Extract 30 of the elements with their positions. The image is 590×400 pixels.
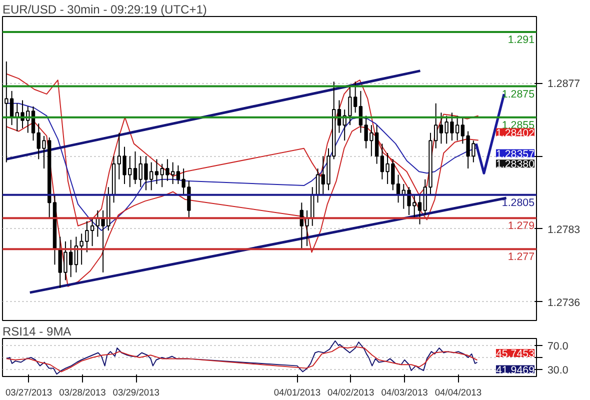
ref-line-label: 1.2875: [502, 88, 535, 100]
x-tick-label: 04/01/2013: [274, 388, 321, 398]
line-series: [6, 346, 478, 372]
candlestick: [133, 150, 138, 185]
annotation: 1.28357: [496, 148, 535, 160]
y-tick-label: 70.0: [548, 340, 568, 353]
y-tick-label: 1.2736: [548, 296, 580, 309]
candlestick: [176, 164, 180, 185]
x-tick-label: 04/03/2013: [381, 388, 428, 398]
ref-line-label: 1.277: [508, 251, 535, 264]
candlestick: [418, 194, 422, 225]
chart-title: RSI14 - 9MA: [2, 324, 72, 338]
y-tick-label: 1.2877: [548, 78, 580, 90]
x-tick-label: 04/02/2013: [328, 388, 374, 398]
y-tick-label: 30.0: [548, 364, 568, 376]
ref-line-label: 1.279: [508, 220, 535, 232]
line-series: [6, 340, 478, 375]
x-tick-label: 04/04/2013: [434, 388, 482, 398]
x-tick-label: 03/27/2013: [5, 388, 52, 398]
annotation: 41.9469: [496, 364, 535, 376]
candlestick: [460, 116, 465, 144]
ref-line-label: 1.291: [508, 34, 535, 46]
candlestick: [316, 168, 320, 204]
y-tick-label: 1.2783: [548, 224, 580, 236]
annotation: 45.7453: [496, 348, 535, 360]
annotation: 1.28402: [496, 127, 535, 140]
x-tick-label: 03/29/2013: [112, 388, 160, 398]
x-tick-label: 03/28/2013: [59, 388, 106, 398]
ref-line-label: 1.2805: [502, 196, 535, 209]
chart-title: EUR/USD - 30min - 09:29:19 (UTC+1): [2, 2, 207, 16]
